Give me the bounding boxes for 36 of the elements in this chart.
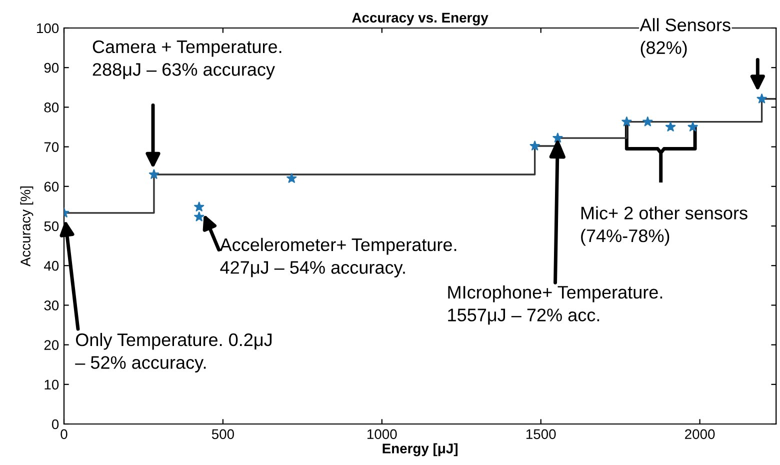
point <box>552 132 563 142</box>
point <box>666 122 676 132</box>
y-tick-label: 10 <box>44 380 59 390</box>
y-tick-label: 50 <box>44 221 59 232</box>
annotation: Camera + Temperature. 288μJ – 63% accuracy <box>92 40 282 80</box>
y-tick-label: 90 <box>44 62 59 73</box>
x-tick-label: 1500 <box>526 429 556 440</box>
y-tick-label: 0 <box>52 419 59 430</box>
x-tick-label: 500 <box>212 429 234 440</box>
annotation: All Sensors (82%) <box>640 18 730 58</box>
x-tick-label: 0 <box>60 429 68 440</box>
x-tick-label: 1000 <box>368 429 397 440</box>
y-tick-label: 20 <box>44 340 59 350</box>
y-tick-label: 30 <box>44 300 59 310</box>
annotation: Mic+ 2 other sensors (74%-78%) <box>581 206 748 246</box>
y-axis-title: Accuracy [%] <box>20 186 34 266</box>
x-tick-label: 2000 <box>685 429 715 440</box>
y-tick-label: 80 <box>44 102 59 112</box>
annotation: MIcrophone+ Temperature. 1557μJ – 72% acc. <box>448 285 662 325</box>
point <box>642 116 653 126</box>
point <box>756 94 767 104</box>
chart-title: Accuracy vs. Energy <box>352 12 488 26</box>
y-tick-label: 100 <box>37 23 59 34</box>
point <box>148 169 160 179</box>
y-tick-label: 70 <box>44 142 59 152</box>
point <box>194 202 204 212</box>
point <box>622 116 632 126</box>
y-tick-label: 60 <box>44 182 59 192</box>
point <box>194 212 204 222</box>
point <box>286 173 297 183</box>
annotation: Only Temperature. 0.2μJ – 52% accuracy. <box>75 332 272 372</box>
y-tick-label: 40 <box>44 260 59 271</box>
x-axis-title: Energy [μJ] <box>382 443 458 456</box>
point <box>530 140 540 150</box>
point <box>688 122 698 132</box>
annotation: Accelerometer+ Temperature. 427μJ – 54% accuracy. <box>220 238 456 278</box>
